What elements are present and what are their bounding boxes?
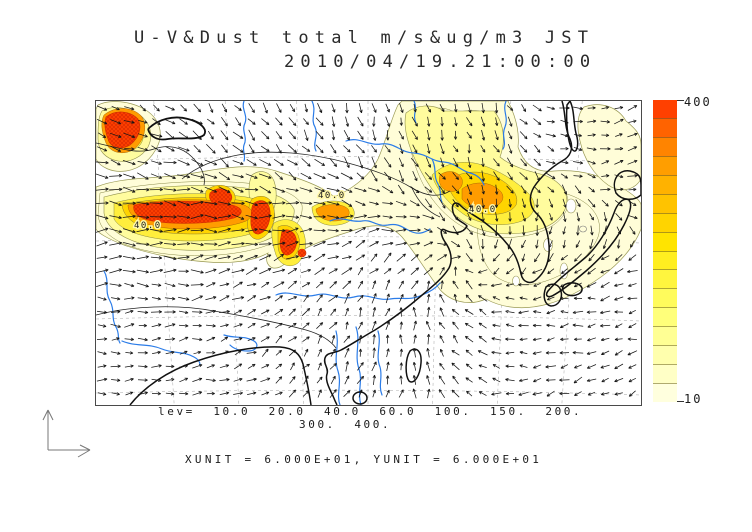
- colorbar-bottom-tick: [677, 401, 684, 402]
- colorbar-segment: [653, 175, 677, 195]
- unit-scale-label: XUNIT = 6.000E+01, YUNIT = 6.000E+01: [185, 453, 543, 466]
- lake-balkhash: [147, 116, 206, 141]
- colorbar-segment: [653, 308, 677, 328]
- axis-orientation-icon: [42, 409, 91, 458]
- colorbar: [653, 100, 677, 402]
- colorbar-segment: [653, 289, 677, 309]
- coast-honshu: [545, 198, 632, 298]
- colorbar-segment: [653, 137, 677, 157]
- colorbar-segment: [653, 384, 677, 402]
- page-title: U-V&Dust total m/s&ug/m3 JST: [134, 28, 595, 48]
- contour-label: 40.0: [134, 221, 162, 231]
- colorbar-segment: [653, 346, 677, 366]
- contour-value-labels: 40.0 40.0 40.0: [133, 190, 497, 233]
- coast-mainland: [323, 101, 573, 405]
- coast-taiwan: [405, 348, 422, 383]
- contour-label: 40.0: [318, 191, 346, 201]
- colorbar-max-label: 400: [684, 95, 712, 109]
- wind-vector-arrows: [96, 102, 638, 399]
- map-plot-area: 40.0 40.0 40.0: [95, 100, 642, 406]
- coast-shikoku: [561, 282, 583, 297]
- coastlines: [129, 101, 641, 405]
- colorbar-segment: [653, 327, 677, 347]
- colorbar-segment: [653, 118, 677, 138]
- colorbar-segment: [653, 365, 677, 385]
- contour-label: 40.0: [469, 205, 497, 215]
- page-subtitle-datetime: 2010/04/19.21:00:00: [284, 52, 597, 72]
- contour-levels-line2: 300. 400.: [299, 418, 392, 431]
- colorbar-segment: [653, 156, 677, 176]
- colorbar-segment: [653, 100, 677, 119]
- colorbar-min-label: 10: [684, 392, 703, 406]
- colorbar-top-tick: [677, 100, 684, 101]
- contour-levels-line1: lev= 10.0 20.0 40.0 60.0 100. 150. 200.: [158, 405, 583, 418]
- coast-kyushu: [543, 283, 563, 307]
- colorbar-segment: [653, 270, 677, 290]
- dust-map-svg: 40.0 40.0 40.0: [96, 101, 641, 405]
- colorbar-segment: [653, 194, 677, 214]
- colorbar-segment: [653, 251, 677, 271]
- colorbar-segment: [653, 213, 677, 233]
- colorbar-segment: [653, 232, 677, 252]
- coast-india: [129, 346, 312, 405]
- shade-holes: [512, 198, 587, 287]
